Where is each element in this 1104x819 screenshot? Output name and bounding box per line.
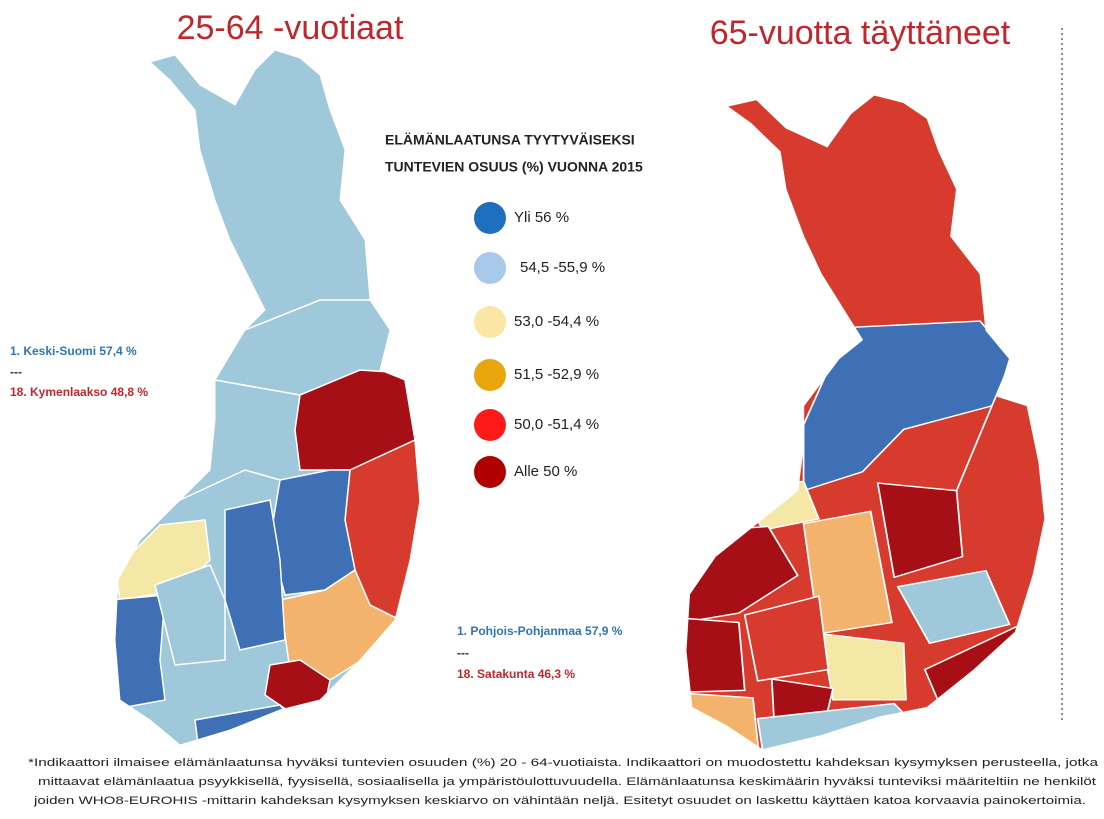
annotation: --- bbox=[10, 365, 22, 379]
right-title: 65-vuotta täyttäneet bbox=[710, 14, 1011, 52]
region bbox=[115, 594, 166, 711]
legend-label: Alle 50 % bbox=[514, 463, 577, 480]
border bbox=[214, 379, 301, 396]
legend-label: 50,0 -51,4 % bbox=[514, 416, 599, 433]
legend-title: ELÄMÄNLAATUNSA TYYTYVÄISEKSI bbox=[385, 132, 635, 148]
region bbox=[685, 691, 761, 750]
legend-swatch bbox=[474, 456, 506, 488]
right-map bbox=[685, 94, 1046, 751]
legend-label: 53,0 -54,4 % bbox=[514, 313, 599, 330]
left-title: 25-64 -vuotiaat bbox=[177, 9, 404, 47]
region bbox=[820, 632, 907, 701]
legend-swatch bbox=[474, 359, 506, 391]
legend: Yli 56 % 54,5 -55,9 % 53,0 -54,4 % 51,5 -52… bbox=[474, 202, 605, 488]
region bbox=[876, 482, 964, 579]
legend-label: 51,5 -52,9 % bbox=[514, 366, 599, 383]
legend-swatch bbox=[474, 202, 506, 234]
region bbox=[269, 469, 356, 596]
annotation: --- bbox=[457, 646, 469, 660]
legend-swatch bbox=[474, 306, 506, 338]
legend-title: TUNTEVIEN OSUUS (%) VUONNA 2015 bbox=[385, 159, 643, 175]
region bbox=[896, 569, 1011, 645]
annotation: 18. Satakunta 46,3 % bbox=[457, 667, 575, 681]
annotation: 18. Kymenlaakso 48,8 % bbox=[10, 385, 148, 399]
region bbox=[154, 564, 226, 666]
footnote: joiden WHO8-EUROHIS -mittarin kahdeksan … bbox=[33, 795, 1086, 807]
legend-label: 54,5 -55,9 % bbox=[520, 259, 605, 276]
legend-swatch bbox=[474, 409, 506, 441]
border bbox=[955, 405, 993, 491]
annotation: 1. Keski-Suomi 57,4 % bbox=[10, 344, 137, 358]
footnote: *Indikaattori ilmaisee elämänlaatunsa hy… bbox=[28, 757, 1099, 769]
legend-swatch bbox=[474, 252, 506, 284]
annotation: 1. Pohjois-Pohjanmaa 57,9 % bbox=[457, 624, 623, 638]
annotations: 1. Keski-Suomi 57,4 % --- 18. Kymenlaakso … bbox=[10, 344, 623, 681]
region bbox=[743, 595, 830, 682]
footnote: mittaavat elämänlaatua psyykkisellä, fyy… bbox=[38, 776, 1096, 788]
region bbox=[685, 617, 746, 693]
left-map bbox=[115, 50, 420, 745]
border bbox=[244, 299, 370, 331]
border bbox=[179, 469, 281, 501]
legend-label: Yli 56 % bbox=[514, 209, 569, 226]
